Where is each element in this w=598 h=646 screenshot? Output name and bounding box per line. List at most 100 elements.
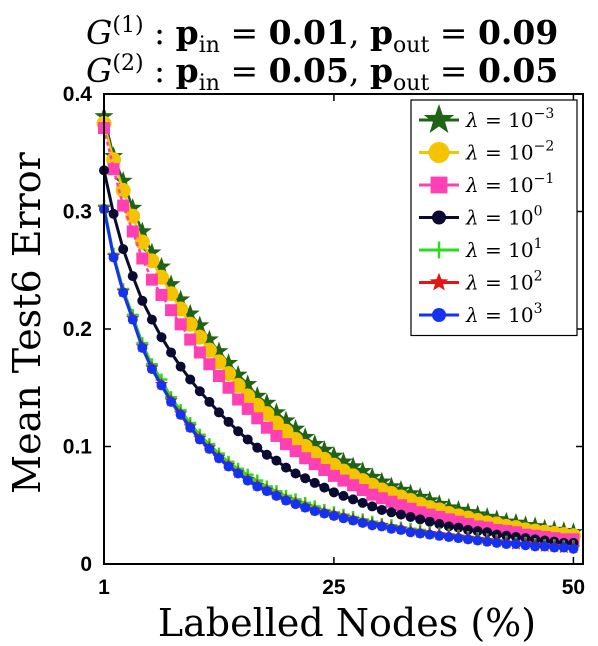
data-point <box>281 462 292 473</box>
legend-item: λ = 103 <box>419 301 543 327</box>
data-point <box>376 521 387 532</box>
data-point <box>367 501 378 512</box>
series-3 <box>99 165 579 548</box>
legend-box <box>410 99 578 337</box>
data-point <box>108 208 119 219</box>
data-point <box>453 522 464 533</box>
data-point <box>241 402 254 415</box>
data-point <box>520 540 531 551</box>
title-line-1: G(1) : pin = 0.01, pout = 0.09 <box>86 13 558 58</box>
data-point <box>190 315 210 334</box>
data-point <box>185 422 196 433</box>
chart-title: G(1) : pin = 0.01, pout = 0.09 G(2) : pi… <box>86 13 558 96</box>
data-point <box>125 208 141 224</box>
y-tick-label: 0.2 <box>63 318 92 341</box>
data-point <box>394 499 407 512</box>
y-tick-label: 0.1 <box>63 436 93 459</box>
axis-ticks: 1 25 50 0 0.1 0.2 0.3 0.4 <box>63 83 585 599</box>
data-point <box>247 385 267 405</box>
data-point <box>161 274 181 293</box>
data-point <box>185 374 196 385</box>
data-point <box>395 509 406 520</box>
data-point <box>233 426 244 437</box>
data-point <box>472 526 483 537</box>
legend-item: λ = 10−3 <box>419 104 554 133</box>
data-point <box>155 288 168 301</box>
data-point <box>151 256 171 275</box>
data-point <box>482 527 493 538</box>
data-point <box>203 358 216 371</box>
data-point <box>233 468 244 479</box>
data-point <box>204 443 215 454</box>
data-point <box>175 409 186 420</box>
data-point <box>410 487 430 506</box>
data-point <box>433 511 446 523</box>
data-point <box>568 543 579 554</box>
series-6 <box>99 204 579 554</box>
data-point <box>261 449 272 460</box>
data-point <box>482 536 493 547</box>
data-point <box>434 530 445 541</box>
legend-item: λ = 10−2 <box>419 139 554 165</box>
data-point <box>539 541 550 552</box>
legend-label: λ = 10−2 <box>465 139 554 165</box>
data-point <box>115 182 131 198</box>
data-point <box>381 476 401 495</box>
data-point <box>146 363 157 374</box>
data-point <box>199 329 219 348</box>
legend-label: λ = 10−3 <box>465 106 554 132</box>
data-point <box>180 303 200 322</box>
y-tick-label: 0.3 <box>63 201 92 224</box>
data-point <box>443 531 454 542</box>
data-point <box>145 273 158 286</box>
legend-label: λ = 100 <box>465 204 543 230</box>
data-point <box>357 497 368 508</box>
y-axis-label: Mean Test6 Error <box>5 151 49 493</box>
x-tick-label: 50 <box>562 576 585 599</box>
data-point <box>463 524 474 535</box>
data-point <box>286 418 306 437</box>
data-point <box>223 416 234 427</box>
data-point <box>295 427 315 446</box>
data-point <box>251 412 264 425</box>
data-point <box>118 287 129 298</box>
data-point <box>113 170 133 190</box>
data-point <box>252 481 263 492</box>
data-point <box>404 502 417 515</box>
data-point <box>430 176 448 194</box>
data-point <box>415 514 426 525</box>
data-point <box>127 314 138 325</box>
legend-item: λ = 102 <box>419 269 543 295</box>
data-point <box>501 539 512 550</box>
data-point <box>386 507 397 518</box>
data-point <box>319 508 330 519</box>
data-point <box>362 467 382 486</box>
data-point <box>375 492 388 505</box>
data-point <box>510 539 521 550</box>
data-point <box>212 370 225 382</box>
data-point <box>193 346 206 359</box>
data-point <box>376 504 387 515</box>
data-point <box>432 210 446 225</box>
data-point <box>194 386 205 397</box>
data-point <box>309 506 320 517</box>
data-point <box>204 396 215 407</box>
data-point <box>415 528 426 539</box>
x-axis-label: Labelled Nodes (%) <box>158 601 536 645</box>
data-point <box>175 361 186 372</box>
data-point <box>348 515 359 526</box>
data-point <box>266 402 286 421</box>
data-point <box>423 508 436 521</box>
data-point <box>271 455 282 466</box>
data-point <box>357 517 368 528</box>
data-point <box>338 513 349 524</box>
data-point <box>166 347 177 358</box>
data-point <box>549 542 560 553</box>
legend-label: λ = 101 <box>465 236 543 262</box>
data-point <box>289 445 302 458</box>
legend: λ = 10−3 λ = 10−2 λ = 10−1 λ = 100 λ = 101 λ … <box>410 99 578 337</box>
data-point <box>356 483 369 496</box>
data-point <box>424 516 435 527</box>
data-point <box>142 242 162 261</box>
data-point <box>391 479 411 499</box>
